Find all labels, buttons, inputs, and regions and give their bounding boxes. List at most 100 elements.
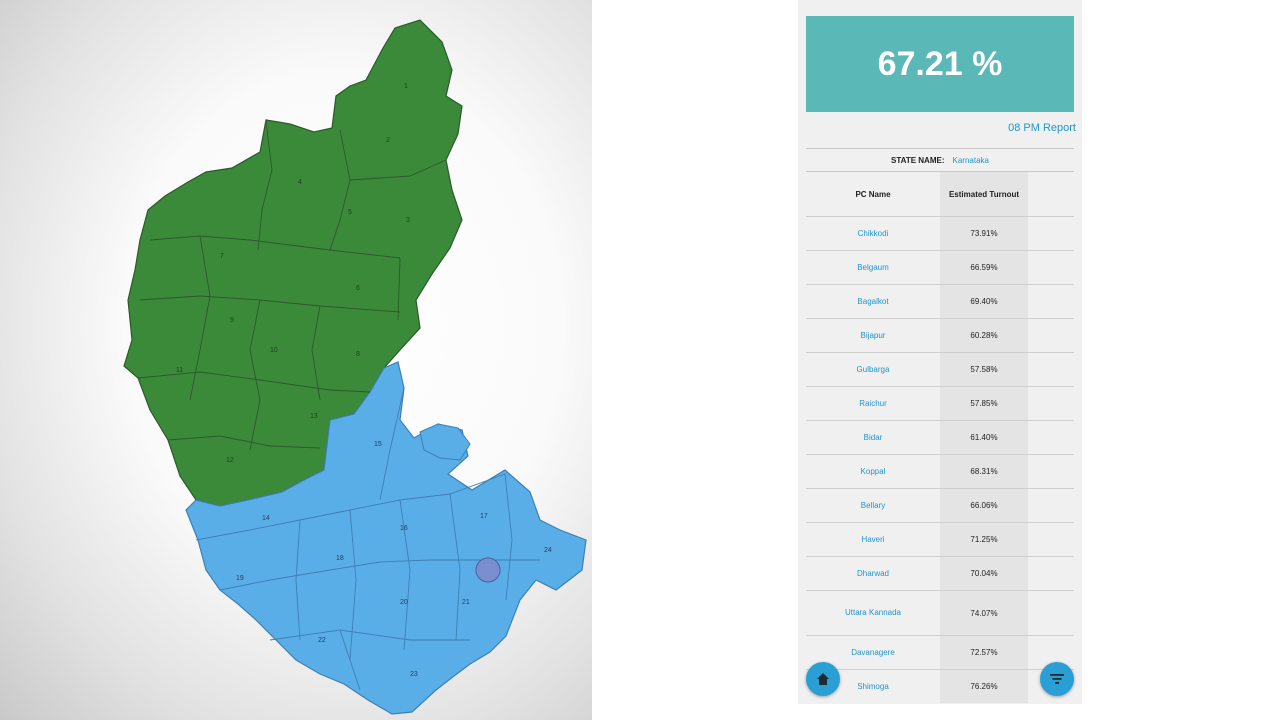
map-label-11: 11 <box>176 367 183 374</box>
map-label-9: 9 <box>230 317 234 324</box>
table-row[interactable]: Haveri 71.25% <box>806 522 1074 556</box>
table-header: PC Name Estimated Turnout <box>806 172 1074 216</box>
header-pc-name: PC Name <box>855 189 891 199</box>
header-pad <box>1028 172 1074 216</box>
row-pad <box>1028 455 1074 488</box>
table-body: Chikkodi 73.91% Belgaum 66.59% Bagalkot 69.40… <box>806 216 1074 703</box>
turnout-cell: 68.31% <box>940 455 1028 488</box>
pc-name-cell[interactable]: Bijapur <box>860 330 886 340</box>
map-label-14: 14 <box>262 515 270 522</box>
map-label-20: 20 <box>400 599 408 606</box>
pc-name-cell[interactable]: Dharwad <box>856 568 889 578</box>
pc-name-cell[interactable]: Davanagere <box>851 647 895 657</box>
row-pad <box>1028 489 1074 522</box>
table-row[interactable]: Uttara Kannada 74.07% <box>806 590 1074 635</box>
map-label-1: 1 <box>404 83 408 90</box>
home-button[interactable] <box>806 662 840 696</box>
turnout-cell: 72.57% <box>940 636 1028 669</box>
map-bangalore-cluster <box>475 557 501 583</box>
table-row[interactable]: Bellary 66.06% <box>806 488 1074 522</box>
turnout-cell: 70.04% <box>940 557 1028 590</box>
row-pad <box>1028 319 1074 352</box>
row-pad <box>1028 285 1074 318</box>
pc-name-cell[interactable]: Bagalkot <box>857 296 889 306</box>
table-row[interactable]: Koppal 68.31% <box>806 454 1074 488</box>
row-pad <box>1028 591 1074 635</box>
pc-name-cell[interactable]: Chikkodi <box>857 228 889 238</box>
row-pad <box>1028 557 1074 590</box>
map-district-labels: 1 2 3 4 5 6 7 8 9 10 11 12 13 14 15 16 1… <box>176 83 552 678</box>
pc-name-cell[interactable]: Belgaum <box>857 262 889 272</box>
table-row[interactable]: Dharwad 70.04% <box>806 556 1074 590</box>
map-region-north <box>123 19 463 507</box>
header-estimated-turnout: Estimated Turnout <box>940 172 1028 216</box>
turnout-cell: 60.28% <box>940 319 1028 352</box>
row-pad <box>1028 523 1074 556</box>
turnout-percent: 67.21 % <box>877 44 1003 83</box>
turnout-cell: 71.25% <box>940 523 1028 556</box>
row-pad <box>1028 387 1074 420</box>
table-row[interactable]: Bidar 61.40% <box>806 420 1074 454</box>
map-label-7: 7 <box>220 253 224 260</box>
table-row[interactable]: Davanagere 72.57% <box>806 635 1074 669</box>
table-row[interactable]: Gulbarga 57.58% <box>806 352 1074 386</box>
turnout-cell: 57.58% <box>940 353 1028 386</box>
turnout-cell: 66.06% <box>940 489 1028 522</box>
turnout-cell: 76.26% <box>940 670 1028 703</box>
map-label-17: 17 <box>480 513 488 520</box>
map-label-18: 18 <box>336 555 344 562</box>
map-panel: 1 2 3 4 5 6 7 8 9 10 11 12 13 14 15 16 1… <box>0 0 592 720</box>
report-link[interactable]: 08 PM Report <box>1008 122 1076 134</box>
phone-screen: 67.21 % 08 PM Report STATE NAME: Karnata… <box>798 0 1082 704</box>
map-label-22: 22 <box>318 637 326 644</box>
map-label-5: 5 <box>348 209 352 216</box>
map-label-8: 8 <box>356 351 360 358</box>
pc-name-cell[interactable]: Koppal <box>860 466 886 476</box>
map-label-15: 15 <box>374 441 382 448</box>
pc-name-cell[interactable]: Uttara Kannada <box>844 608 902 617</box>
pc-name-cell[interactable]: Gulbarga <box>856 364 890 374</box>
map-north-boundaries <box>137 121 447 451</box>
map-label-12: 12 <box>226 457 234 464</box>
map-label-4: 4 <box>298 179 302 186</box>
turnout-table: PC Name Estimated Turnout Chikkodi 73.91%… <box>806 172 1074 703</box>
pc-name-cell[interactable]: Bellary <box>860 500 886 510</box>
map-label-2: 2 <box>386 137 390 144</box>
pc-name-cell[interactable]: Haveri <box>861 534 885 544</box>
pc-name-cell[interactable]: Shimoga <box>857 681 889 691</box>
filter-icon <box>1050 674 1064 684</box>
map-label-16: 16 <box>400 525 408 532</box>
turnout-cell: 61.40% <box>940 421 1028 454</box>
row-pad <box>1028 251 1074 284</box>
state-value[interactable]: Karnataka <box>952 155 989 165</box>
table-row[interactable]: Shimoga 76.26% <box>806 669 1074 703</box>
turnout-cell: 74.07% <box>940 591 1028 635</box>
map-label-23: 23 <box>410 671 418 678</box>
map-label-6: 6 <box>356 285 360 292</box>
map-label-19: 19 <box>236 575 244 582</box>
home-icon <box>817 673 829 685</box>
table-row[interactable]: Bijapur 60.28% <box>806 318 1074 352</box>
row-pad <box>1028 217 1074 250</box>
map-label-10: 10 <box>270 347 278 354</box>
state-row: STATE NAME: Karnataka <box>806 148 1074 172</box>
table-row[interactable]: Bagalkot 69.40% <box>806 284 1074 318</box>
turnout-cell: 57.85% <box>940 387 1028 420</box>
map-label-21: 21 <box>462 599 470 606</box>
pc-name-cell[interactable]: Raichur <box>859 398 887 408</box>
table-row[interactable]: Raichur 57.85% <box>806 386 1074 420</box>
pc-name-cell[interactable]: Bidar <box>863 432 883 442</box>
map-region-south <box>185 361 587 715</box>
row-pad <box>1028 421 1074 454</box>
turnout-cell: 66.59% <box>940 251 1028 284</box>
state-label: STATE NAME: <box>891 155 945 165</box>
row-pad <box>1028 353 1074 386</box>
table-row[interactable]: Chikkodi 73.91% <box>806 216 1074 250</box>
turnout-banner: 67.21 % <box>806 16 1074 112</box>
map-label-13: 13 <box>310 413 318 420</box>
filter-button[interactable] <box>1040 662 1074 696</box>
table-row[interactable]: Belgaum 66.59% <box>806 250 1074 284</box>
map-south-boundaries <box>195 387 540 691</box>
karnataka-map: 1 2 3 4 5 6 7 8 9 10 11 12 13 14 15 16 1… <box>123 19 587 715</box>
turnout-cell: 73.91% <box>940 217 1028 250</box>
